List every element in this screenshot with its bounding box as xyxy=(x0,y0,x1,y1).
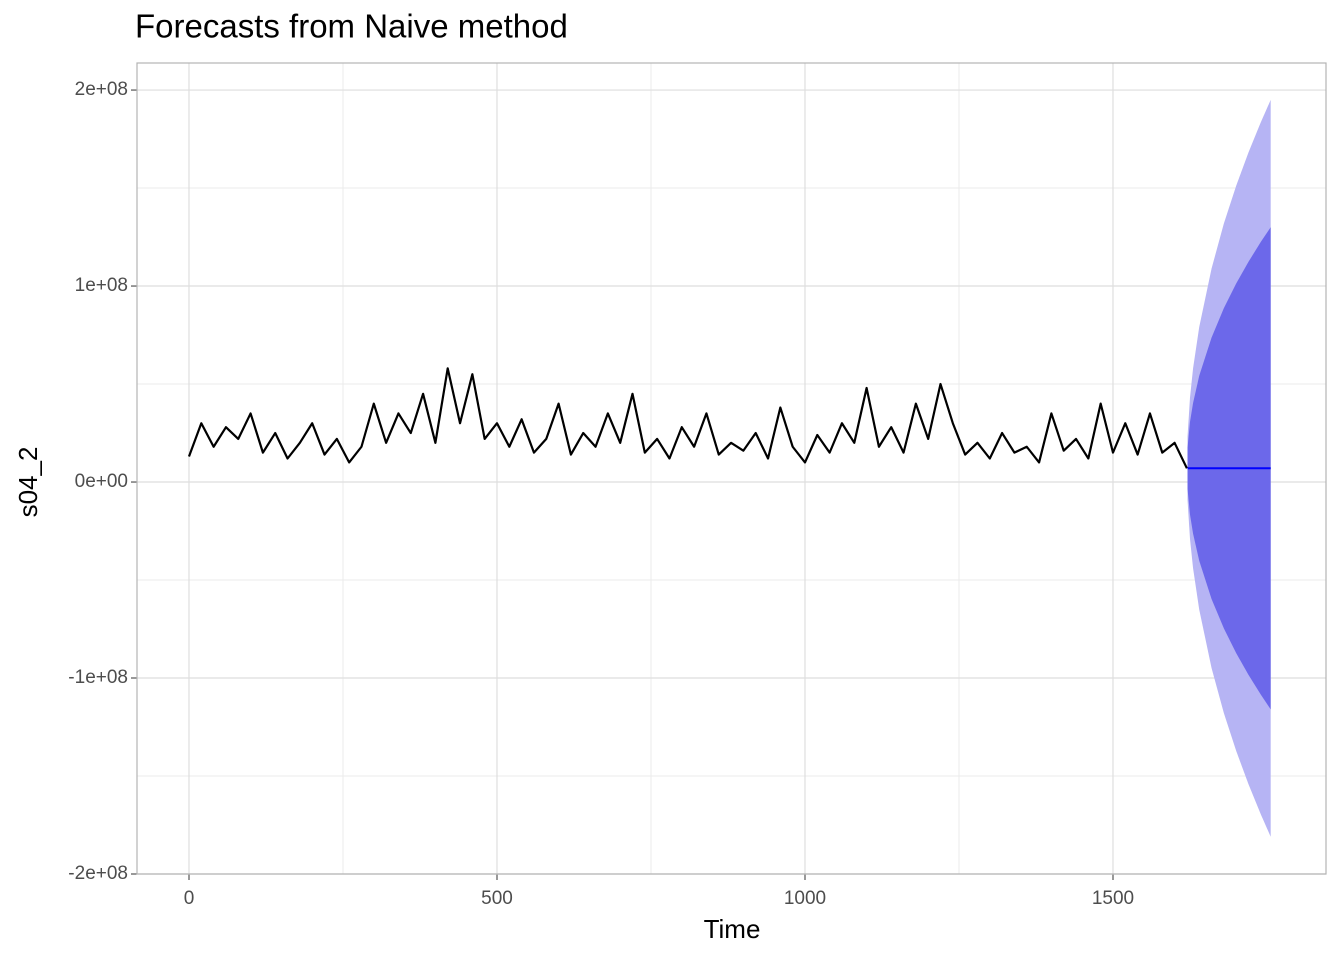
history-line xyxy=(187,367,1188,469)
y-tick-label: -2e+08 xyxy=(68,863,128,884)
y-tick-label: -1e+08 xyxy=(68,667,128,688)
chart-title: Forecasts from Naive method xyxy=(135,8,568,45)
y-axis-label: s04_2 xyxy=(13,447,43,518)
x-tick-label: 500 xyxy=(481,888,513,909)
x-tick-label: 1500 xyxy=(1092,888,1134,909)
y-tick-label: 2e+08 xyxy=(75,79,128,100)
x-tick-label: 0 xyxy=(184,888,195,909)
panel-border xyxy=(136,62,1327,875)
y-tick-label: 0e+00 xyxy=(75,471,128,492)
x-axis-label: Time xyxy=(704,914,761,944)
y-tick-label: 1e+08 xyxy=(75,275,128,296)
x-tick-label: 1000 xyxy=(784,888,826,909)
